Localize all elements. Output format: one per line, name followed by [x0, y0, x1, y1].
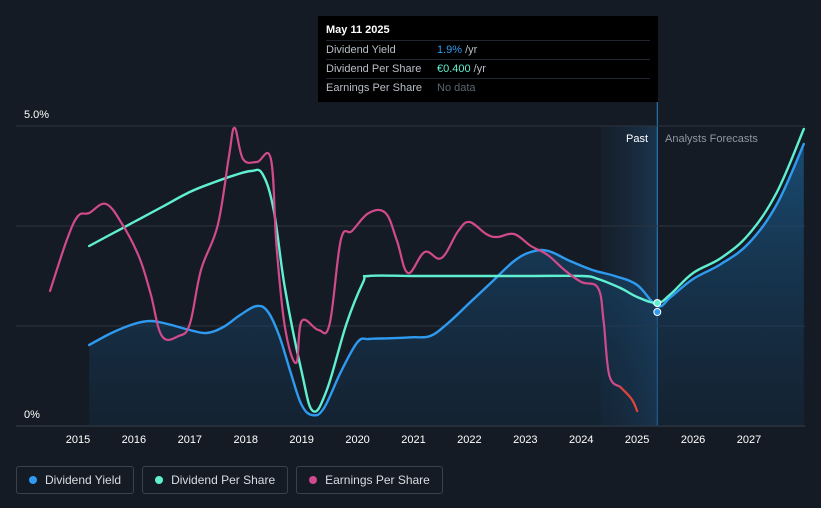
earnings-per-share-line	[48, 126, 622, 389]
now-markers	[653, 299, 662, 316]
now-marker	[653, 299, 662, 307]
x-tick-label: 2015	[66, 434, 90, 446]
x-tick-label: 2017	[178, 434, 202, 446]
tooltip-unit: /yr	[465, 44, 478, 56]
tooltip-row-dividend-per-share: Dividend Per Share €0.400 /yr	[326, 59, 650, 78]
x-tick-label: 2018	[234, 434, 258, 446]
x-tick-label: 2016	[122, 434, 146, 446]
x-tick-label: 2019	[289, 434, 313, 446]
dividend-yield-line	[88, 142, 805, 417]
legend-item-earnings-per-share[interactable]: Earnings Per Share	[296, 466, 443, 494]
legend-item-dividend-per-share[interactable]: Dividend Per Share	[142, 466, 289, 494]
legend-item-dividend-yield[interactable]: Dividend Yield	[16, 466, 135, 494]
dividend-per-share-line	[88, 127, 805, 413]
legend-dot-icon	[309, 476, 318, 484]
legend-dot-icon	[155, 476, 164, 484]
earnings-per-share-line-tail	[619, 385, 639, 413]
tooltip-value: 1.9%	[437, 44, 463, 56]
y-tick-label: 0%	[24, 409, 40, 421]
tooltip-label: Dividend Per Share	[326, 63, 422, 75]
series-lines	[48, 126, 805, 417]
tooltip-label: Earnings Per Share	[326, 82, 422, 94]
yield-area	[89, 144, 804, 426]
x-tick-label: 2020	[345, 434, 369, 446]
x-tick-label: 2027	[737, 434, 761, 446]
x-tick-label: 2022	[457, 434, 481, 446]
forecast-label: Analysts Forecasts	[665, 133, 758, 145]
x-tick-label: 2024	[569, 434, 593, 446]
now-marker	[653, 308, 662, 316]
x-tick-label: 2021	[401, 434, 425, 446]
y-tick-label: 5.0%	[24, 109, 49, 121]
tooltip-row-earnings-per-share: Earnings Per Share No data	[326, 78, 650, 97]
tooltip: May 11 2025 Dividend Yield 1.9% /yr Divi…	[318, 16, 658, 102]
x-tick-label: 2025	[625, 434, 649, 446]
x-tick-label: 2026	[681, 434, 705, 446]
tooltip-value: €0.400	[437, 63, 471, 75]
legend-label: Dividend Yield	[45, 473, 122, 487]
y-axis: 5.0% 0%	[24, 109, 49, 421]
tooltip-unit: /yr	[473, 63, 486, 75]
legend: Dividend Yield Dividend Per Share Earnin…	[16, 466, 443, 494]
legend-label: Earnings Per Share	[325, 473, 430, 487]
legend-label: Dividend Per Share	[171, 473, 276, 487]
dividend-yield-area	[89, 144, 804, 426]
tooltip-date: May 11 2025	[326, 24, 390, 36]
tooltip-label: Dividend Yield	[326, 44, 396, 56]
tooltip-row-dividend-yield: Dividend Yield 1.9% /yr	[326, 40, 650, 59]
past-label: Past	[626, 133, 648, 145]
x-tick-label: 2023	[513, 434, 537, 446]
legend-dot-icon	[29, 476, 37, 484]
x-axis: 2015 2016 2017 2018 2019 2020 2021 2022 2023 2024…	[66, 434, 761, 446]
tooltip-value: No data	[437, 82, 476, 94]
